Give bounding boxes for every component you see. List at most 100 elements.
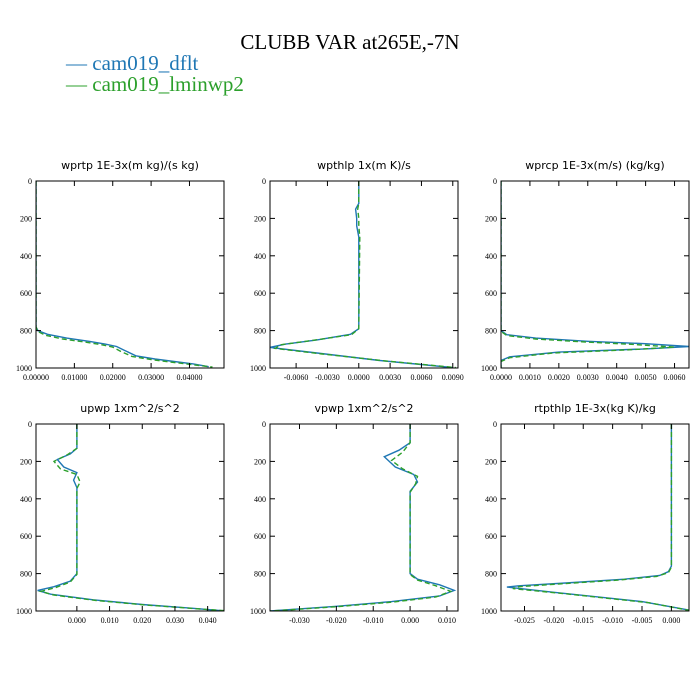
series-line-dflt [506,424,689,611]
x-tick-label: 0.0040 [606,373,628,382]
y-tick-label: 0 [262,420,266,429]
y-tick-label: 400 [254,495,266,504]
panel-4: upwp 1xm^2/s^2 0.000 0.010 0.020 0.030 0.040 0… [16,402,225,625]
legend-entry-lminwp2: — cam019_lminwp2 [66,72,244,97]
plot-frame [500,423,690,612]
x-tick-label: 0.0010 [519,373,541,382]
panel-1: wprtp 1E-3x(m kg)/(s kg) 0.00000 0.01000 0.… [16,159,225,382]
x-tick-label: 0.02000 [100,373,126,382]
x-tick-label: 0.0000 [490,373,512,382]
x-tick-label: 0.0030 [379,373,401,382]
panel-3: wprcp 1E-3x(m/s) (kg/kg) 0.0000 0.0010 0.00… [481,159,690,382]
x-tick-label: 0.00000 [23,373,49,382]
figure-title: CLUBB VAR at265E,-7N [240,30,460,54]
y-tick-label: 400 [20,495,32,504]
x-tick-label: 0.04000 [176,373,202,382]
x-tick-label: 0.010 [101,616,119,625]
plot-frame [269,180,459,369]
y-tick-label: 0 [28,420,32,429]
y-tick-label: 200 [485,457,497,466]
x-tick-label: -0.020 [326,616,347,625]
y-tick-label: 1000 [250,607,266,616]
x-tick-label: 0.020 [133,616,151,625]
panel-title: upwp 1xm^2/s^2 [80,402,180,415]
series-line-lminwp2 [38,424,224,611]
y-tick-label: 200 [20,214,32,223]
x-tick-label: -0.010 [363,616,384,625]
y-tick-label: 600 [485,289,497,298]
y-tick-label: 200 [20,457,32,466]
y-tick-label: 0 [493,177,497,186]
x-tick-label: 0.0060 [410,373,432,382]
panel-6: rtpthlp 1E-3x(kg K)/kg -0.025 -0.020 -0.015… [481,402,690,625]
panel-title: wprtp 1E-3x(m kg)/(s kg) [61,159,199,172]
y-tick-label: 600 [20,289,32,298]
panel-title: vpwp 1xm^2/s^2 [314,402,413,415]
x-tick-label: -0.015 [573,616,594,625]
x-tick-label: 0.0020 [548,373,570,382]
y-tick-label: 600 [254,289,266,298]
x-tick-label: 0.0050 [635,373,657,382]
x-tick-label: -0.020 [544,616,565,625]
x-tick-label: -0.010 [602,616,623,625]
x-tick-label: -0.025 [514,616,535,625]
y-tick-label: 600 [485,532,497,541]
x-tick-label: 0.010 [438,616,456,625]
y-tick-label: 800 [20,327,32,336]
series-line-lminwp2 [270,424,453,611]
series-line-lminwp2 [501,181,675,368]
plot-frame [35,423,225,612]
x-tick-label: -0.0030 [315,373,340,382]
y-tick-label: 400 [20,252,32,261]
x-tick-label: -0.0060 [284,373,309,382]
x-tick-label: 0.000 [662,616,680,625]
y-tick-label: 0 [493,420,497,429]
series-line-lminwp2 [36,181,213,368]
y-tick-label: 800 [485,327,497,336]
y-tick-label: 400 [254,252,266,261]
y-tick-label: 1000 [481,364,497,373]
x-tick-label: 0.0000 [348,373,370,382]
y-tick-label: 1000 [16,607,32,616]
series-line-dflt [501,181,689,368]
y-tick-label: 0 [262,177,266,186]
y-tick-label: 1000 [16,364,32,373]
x-tick-label: -0.005 [632,616,653,625]
series-line-lminwp2 [512,424,689,611]
y-tick-label: 800 [254,327,266,336]
y-tick-label: 800 [485,570,497,579]
y-tick-label: 0 [28,177,32,186]
y-tick-label: 800 [20,570,32,579]
x-tick-label: 0.040 [199,616,217,625]
panel-5: vpwp 1xm^2/s^2 -0.030 -0.020 -0.010 0.000 0.0… [250,402,459,625]
panel-title: wprcp 1E-3x(m/s) (kg/kg) [525,159,664,172]
legend-swatch-lminwp2: — [66,72,87,96]
x-tick-label: 0.0090 [442,373,464,382]
x-tick-label: 0.000 [401,616,419,625]
y-tick-label: 200 [254,214,266,223]
y-tick-label: 1000 [250,364,266,373]
series-line-dflt [36,181,209,368]
y-tick-label: 400 [485,495,497,504]
panel-2: wpthlp 1x(m K)/s -0.0060 -0.0030 0.0000 0.00… [250,159,464,382]
legend-entry-dflt: — cam019_dflt [66,51,198,76]
series-line-dflt [270,181,453,368]
y-tick-label: 1000 [481,607,497,616]
x-tick-label: 0.000 [68,616,86,625]
y-tick-label: 200 [485,214,497,223]
y-tick-label: 800 [254,570,266,579]
plot-frame [500,180,690,369]
x-tick-label: 0.0060 [664,373,686,382]
panel-title: wpthlp 1x(m K)/s [317,159,411,172]
series-line-lminwp2 [273,181,456,368]
panel-title: rtpthlp 1E-3x(kg K)/kg [534,402,656,415]
y-tick-label: 600 [20,532,32,541]
y-tick-label: 400 [485,252,497,261]
plot-frame [269,423,459,612]
x-tick-label: -0.030 [289,616,310,625]
x-tick-label: 0.01000 [61,373,87,382]
legend-swatch-dflt: — [66,51,87,75]
x-tick-label: 0.0030 [577,373,599,382]
